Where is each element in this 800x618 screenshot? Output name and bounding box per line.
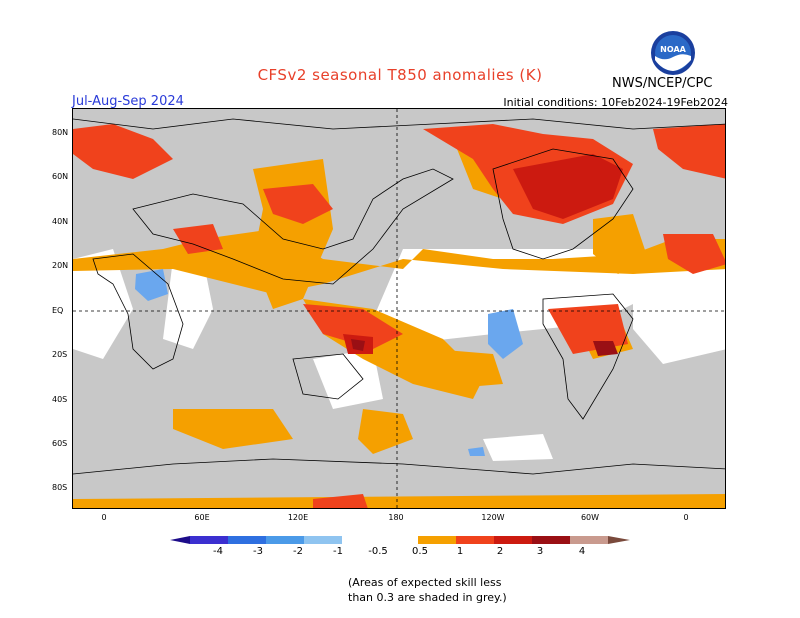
lat-label-60n: 60N [52,172,69,181]
colorbar-segment [494,536,532,544]
neutral-regions [73,249,725,461]
colorbar-label: -0.5 [368,546,388,557]
lat-label-20s: 20S [52,350,68,359]
lon-label-180: 180 [388,513,404,522]
skill-note-line-2: than 0.3 are shaded in grey.) [348,591,507,604]
colorbar-segment [304,536,342,544]
lon-label-0-left: 0 [101,513,107,522]
initial-conditions-label: Initial conditions: 10Feb2024-19Feb2024 [503,96,728,109]
colorbar-label: 0.5 [412,546,428,557]
lat-label-20n: 20N [52,261,69,270]
colorbar-label: 2 [496,546,504,557]
colorbar-label: 4 [578,546,586,557]
lon-label-60e: 60E [194,513,210,522]
map-title: CFSv2 seasonal T850 anomalies (K) [257,66,543,84]
reference-lines [73,109,725,508]
lat-label-80s: 80S [52,483,68,492]
lat-label-60s: 60S [52,439,68,448]
color-bar [170,536,630,544]
coastlines [73,118,725,475]
lon-label-60w: 60W [580,513,600,522]
skill-note: (Areas of expected skill less than 0.3 a… [348,575,507,605]
map-svg [73,109,725,508]
agency-label: NWS/NCEP/CPC [612,76,713,91]
colorbar-segment [266,536,304,544]
lat-label-80n: 80N [52,128,69,137]
colorbar-label: -3 [253,546,263,557]
noaa-logo: NOAA [651,31,695,75]
colorbar-segment [228,536,266,544]
anomaly-3-4 [351,339,618,356]
lat-label-40n: 40N [52,217,69,226]
season-label: Jul-Aug-Sep 2024 [72,94,184,109]
colorbar-label: -4 [213,546,223,557]
lon-label-0-right: 0 [683,513,689,522]
colorbar-arrow-left [170,536,190,544]
colorbar-label: -1 [333,546,343,557]
colorbar-segment [190,536,228,544]
colorbar-arrow-right [608,536,630,544]
lon-label-120w: 120W [481,513,505,522]
logo-text: NOAA [660,45,686,54]
colorbar-label: -2 [293,546,303,557]
colorbar-segment [418,536,456,544]
lat-label-eq: EQ [52,306,64,315]
colorbar-label: 1 [456,546,464,557]
colorbar-segment [570,536,608,544]
colorbar-segment [532,536,570,544]
colorbar-segment [380,536,418,544]
colorbar-segment [456,536,494,544]
lon-label-120e: 120E [287,513,309,522]
colorbar-segment [342,536,380,544]
colorbar-label: 3 [536,546,544,557]
anomaly-map [72,108,726,509]
lat-label-40s: 40S [52,395,68,404]
skill-note-line-1: (Areas of expected skill less [348,576,502,589]
